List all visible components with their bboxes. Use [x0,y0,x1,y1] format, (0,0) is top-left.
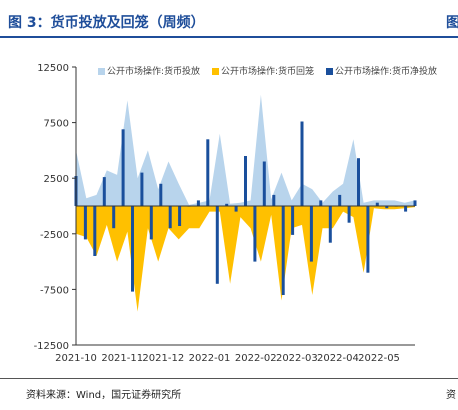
x-tick-label: 2021-11 [101,353,143,364]
net-bar [215,206,219,284]
net-bar [347,206,351,223]
legend-swatch [212,68,219,75]
net-bar [178,206,182,226]
net-bar [196,200,200,206]
x-tick-label: 2022-02 [235,353,277,364]
y-tick-label: -2500 [40,230,69,241]
figure-title: 图 3：货币投放及回笼（周频） [8,15,205,31]
legend-label: 公开市场操作:货币净投放 [335,65,437,77]
x-tick-label: 2022-05 [358,353,400,364]
net-bar [149,206,153,240]
title-rule [0,36,458,38]
net-bar [234,206,238,212]
net-bar [404,206,408,212]
net-bar [300,121,304,206]
x-tick-label: 2021-12 [142,353,184,364]
net-bar [309,206,313,262]
net-bar [319,200,323,206]
x-tick-label: 2022-04 [317,353,359,364]
net-bar [366,206,370,273]
net-bar [83,206,87,240]
legend-label: 公开市场操作:货币投放 [107,65,200,77]
net-bar [244,156,247,206]
net-bar [262,161,266,206]
y-tick-label: 2500 [44,174,69,185]
net-bar [413,200,417,206]
net-bar [121,129,125,206]
net-bar [328,206,332,243]
legend-label: 公开市场操作:货币回笼 [221,65,314,77]
net-bar [159,183,163,206]
source-note: 资料来源：Wind，国元证券研究所 [26,390,182,401]
x-tick-label: 2022-01 [189,353,231,364]
x-tick-label: 2021-10 [55,353,97,364]
series-withdrawal-area [76,206,415,312]
x-tick-label: 2022-03 [276,353,318,364]
net-bar [140,172,144,206]
net-bar [272,194,276,206]
net-bar [206,139,210,206]
net-bar [102,177,106,206]
net-bar [385,206,389,209]
net-bar [225,203,229,206]
net-bar [253,206,257,262]
next-source-fragment: 资 [446,390,456,401]
y-tick-label: -7500 [40,285,69,296]
net-bar [291,206,295,235]
net-bar [93,206,97,256]
next-figure-title-fragment: 图 [446,15,458,31]
net-bar [112,206,116,229]
net-bar [168,206,172,229]
y-tick-label: -12500 [34,341,69,352]
series-injection-area [76,94,415,206]
net-bar [375,202,379,206]
footer-rule [0,378,458,379]
figure-header: 图 3：货币投放及回笼（周频） 图 [0,0,458,40]
legend-swatch [326,68,333,75]
y-tick-label: 12500 [37,63,69,74]
legend-swatch [98,68,105,75]
net-bar [357,158,360,206]
net-bar [281,206,285,295]
net-bar [338,194,342,206]
y-tick-label: 7500 [44,119,69,130]
net-bar [131,206,134,292]
